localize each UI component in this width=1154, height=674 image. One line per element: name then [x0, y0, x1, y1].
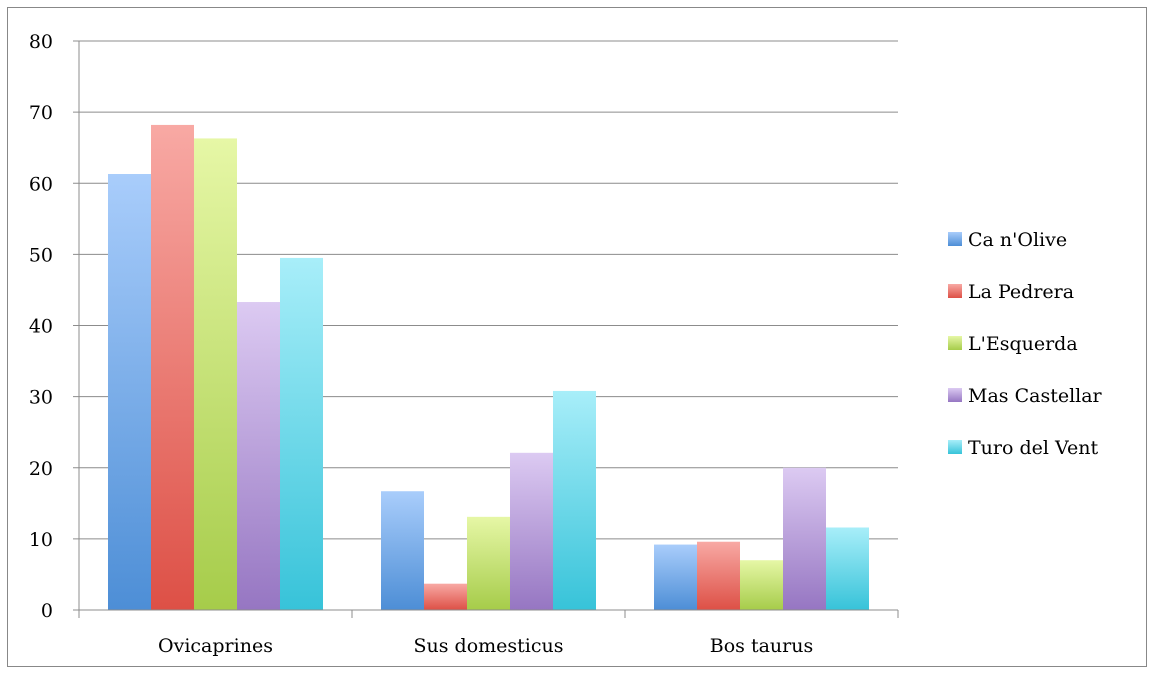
legend-swatch	[948, 284, 962, 298]
legend-swatch	[948, 336, 962, 350]
bar	[151, 124, 194, 611]
y-tick-label: 20	[29, 458, 53, 480]
y-tick-label: 50	[29, 244, 53, 266]
legend-label: La Pedrera	[968, 281, 1074, 303]
bar	[280, 257, 323, 610]
legend-label: L'Esquerda	[968, 333, 1078, 355]
legend-swatch	[948, 440, 962, 454]
y-tick-label: 60	[29, 173, 53, 195]
legend-swatch	[948, 388, 962, 402]
bar	[237, 302, 280, 610]
bar	[467, 516, 510, 610]
bar	[826, 527, 869, 610]
bar	[108, 174, 151, 610]
bar	[783, 467, 826, 610]
bar	[194, 138, 237, 610]
y-axis-ticks: 0 10 20 30 40 50 60 70 80	[29, 31, 79, 622]
y-tick-label: 0	[41, 600, 53, 622]
x-category-label: Sus domesticus	[414, 635, 564, 657]
legend-label: Mas Castellar	[968, 385, 1103, 407]
legend-swatch	[948, 232, 962, 246]
bar	[740, 560, 783, 610]
legend-label: Turo del Vent	[968, 437, 1098, 459]
bar	[424, 583, 467, 610]
y-tick-label: 80	[29, 31, 53, 53]
bar	[381, 491, 424, 610]
x-category-label: Ovicaprines	[158, 635, 273, 657]
bar	[654, 544, 697, 610]
y-tick-label: 40	[29, 316, 53, 338]
bars	[108, 124, 869, 611]
y-tick-label: 70	[29, 102, 53, 124]
x-category-label: Bos taurus	[710, 635, 813, 657]
y-tick-label: 30	[29, 387, 53, 409]
bar	[510, 452, 553, 610]
x-axis-categories: Ovicaprines Sus domesticus Bos taurus	[158, 635, 813, 657]
bar	[553, 390, 596, 610]
legend-label: Ca n'Olive	[968, 229, 1067, 251]
legend: Ca n'Olive La Pedrera L'Esquerda Mas Castel…	[948, 229, 1103, 459]
y-tick-label: 10	[29, 529, 53, 551]
bar	[697, 541, 740, 610]
